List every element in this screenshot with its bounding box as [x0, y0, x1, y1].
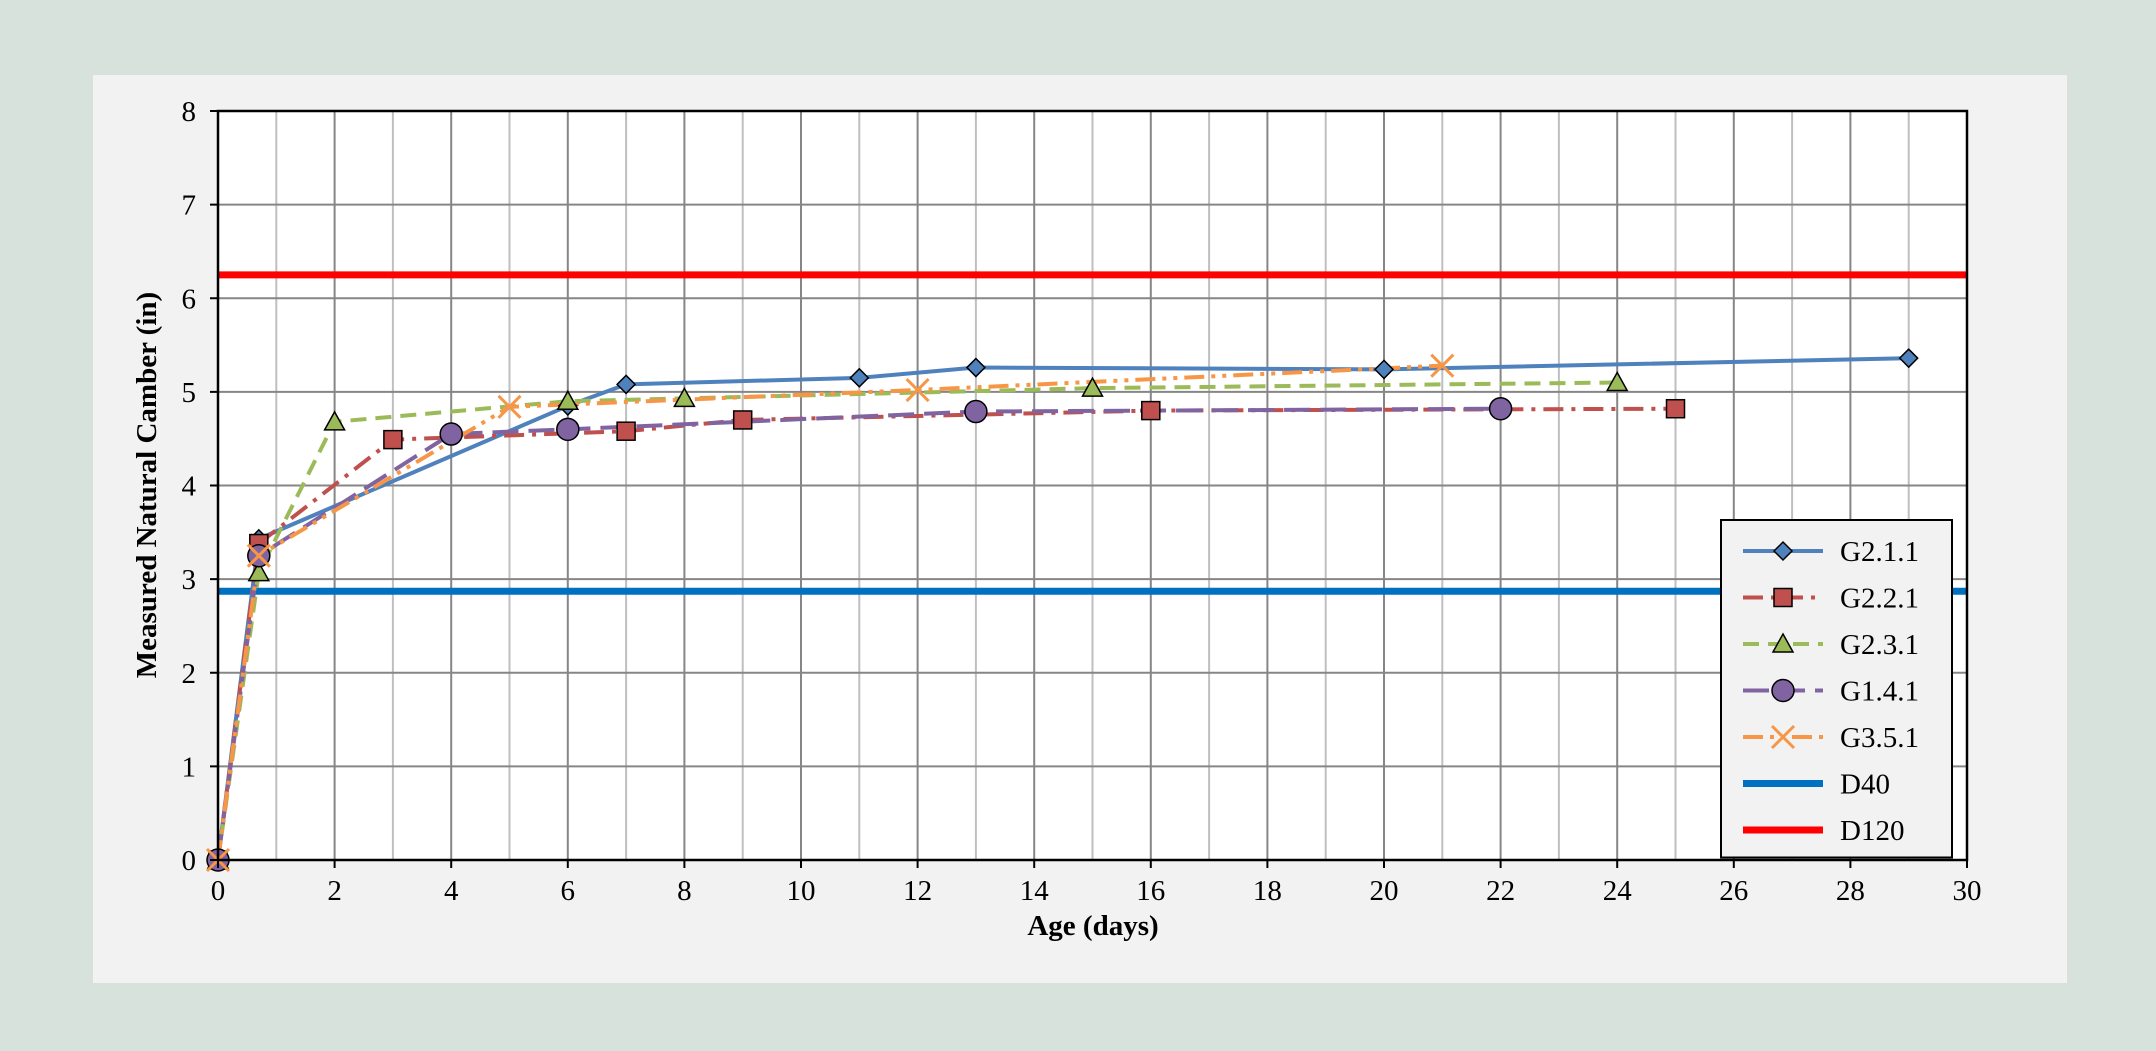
- legend-label-d40: D40: [1840, 769, 1890, 801]
- data-point-g2-3-1: [556, 389, 580, 410]
- x-tick-label: 28: [1836, 875, 1865, 907]
- series-line-g2-1-1: [216, 356, 1909, 861]
- legend-marker-g3-5-1-stroke: [1770, 724, 1796, 750]
- major-gridlines: [218, 111, 1967, 860]
- x-tick-label: 10: [787, 875, 816, 907]
- data-point-g2-1-1: [849, 367, 870, 388]
- data-point-g1-4-1: [439, 422, 463, 446]
- legend-marker-g2-3-1: [1771, 632, 1795, 653]
- y-tick-label: 1: [182, 751, 197, 783]
- reference-lines: [218, 271, 1967, 595]
- x-axis-title: Age (days): [1027, 910, 1158, 942]
- data-point-g3-5-1: [905, 377, 930, 403]
- data-point-g2-2-1: [616, 421, 636, 441]
- legend-marker-g1-4-1: [1771, 678, 1795, 703]
- x-tick-label: 24: [1603, 875, 1633, 907]
- data-point-g1-4-1: [556, 417, 580, 442]
- x-tick-label: 0: [211, 875, 226, 907]
- data-point-g3-5-1-stroke: [905, 377, 930, 403]
- legend-label-g3-5-1: G3.5.1: [1840, 722, 1919, 754]
- x-tick-label: 2: [327, 875, 342, 907]
- x-tick-label: 12: [903, 875, 932, 907]
- data-point-g2-3-1: [323, 410, 346, 431]
- legend-label-d120: D120: [1840, 815, 1904, 847]
- legend-item-g3-5-1: G3.5.1: [1743, 722, 1919, 754]
- data-point-g2-1-1: [965, 357, 986, 378]
- data-point-g2-2-1: [732, 410, 753, 430]
- legend-item-g2-3-1: G2.3.1: [1743, 629, 1919, 661]
- y-axis-ticks: 0 1 2 3 4 5 6 7 8: [182, 96, 218, 877]
- legend-item-d120: D120: [1743, 815, 1904, 847]
- x-tick-label: 26: [1719, 875, 1748, 907]
- data-point-g2-2-1: [1665, 398, 1686, 419]
- x-axis-ticks: 0 2 4 6 8 10 12 14 16 18 20 22 24 26 28 30: [211, 860, 1982, 907]
- legend-item-d40: D40: [1743, 769, 1890, 801]
- data-point-g1-4-1: [1488, 396, 1513, 421]
- legend-item-g2-2-1: G2.2.1: [1743, 583, 1919, 615]
- data-point-g2-2-1: [383, 429, 403, 450]
- legend-label-g2-3-1: G2.3.1: [1840, 629, 1919, 661]
- legend-item-g2-1-1: G2.1.1: [1743, 536, 1919, 568]
- legend: G2.1.1 G2.2.1 G2.3.1 G1.4.1 G3.5.1 D40 D120: [1720, 519, 1953, 859]
- data-point-g3-5-1-stroke: [246, 543, 271, 568]
- data-point-g2-3-1: [1081, 376, 1104, 397]
- data-point-g3-5-1: [497, 394, 522, 419]
- data-point-g3-5-1: [1430, 353, 1455, 378]
- x-tick-label: 8: [677, 875, 692, 907]
- y-axis-title: Measured Natural Camber (in): [131, 292, 163, 678]
- data-point-g1-4-1: [964, 399, 988, 424]
- y-tick-label: 7: [182, 190, 197, 222]
- x-tick-label: 20: [1370, 875, 1399, 907]
- x-tick-label: 4: [444, 875, 459, 907]
- y-tick-label: 5: [182, 377, 197, 409]
- x-tick-label: 30: [1953, 875, 1982, 907]
- x-tick-label: 14: [1020, 875, 1049, 907]
- x-tick-label: 6: [561, 875, 576, 907]
- legend-marker-g2-1-1: [1772, 540, 1794, 562]
- x-tick-label: 16: [1136, 875, 1165, 907]
- data-point-g3-5-1: [246, 543, 271, 568]
- legend-label-g2-2-1: G2.2.1: [1840, 583, 1919, 615]
- legend-marker-g2-2-1: [1773, 587, 1793, 608]
- x-tick-label: 18: [1253, 875, 1282, 907]
- x-tick-label: 22: [1486, 875, 1515, 907]
- data-point-g2-3-1: [247, 561, 271, 582]
- legend-label-g1-4-1: G1.4.1: [1840, 676, 1919, 708]
- y-tick-label: 0: [182, 845, 197, 877]
- data-point-g2-1-1: [1898, 348, 1919, 369]
- y-tick-label: 3: [182, 564, 197, 596]
- legend-item-g1-4-1: G1.4.1: [1743, 676, 1919, 708]
- y-tick-label: 4: [182, 471, 197, 503]
- y-tick-label: 8: [182, 96, 197, 128]
- data-point-g2-1-1: [1373, 359, 1395, 380]
- legend-marker-g3-5-1: [1770, 724, 1796, 750]
- y-tick-label: 6: [182, 283, 197, 315]
- data-point-g3-5-1-stroke: [1430, 353, 1455, 378]
- y-tick-label: 2: [182, 658, 197, 690]
- legend-label-g2-1-1: G2.1.1: [1840, 536, 1919, 568]
- data-point-g3-5-1-stroke: [497, 394, 522, 419]
- data-point-g2-3-1: [1605, 370, 1629, 392]
- data-point-g2-2-1: [1141, 400, 1161, 421]
- data-point-g2-1-1: [616, 374, 637, 395]
- data-point-g2-3-1: [673, 386, 696, 408]
